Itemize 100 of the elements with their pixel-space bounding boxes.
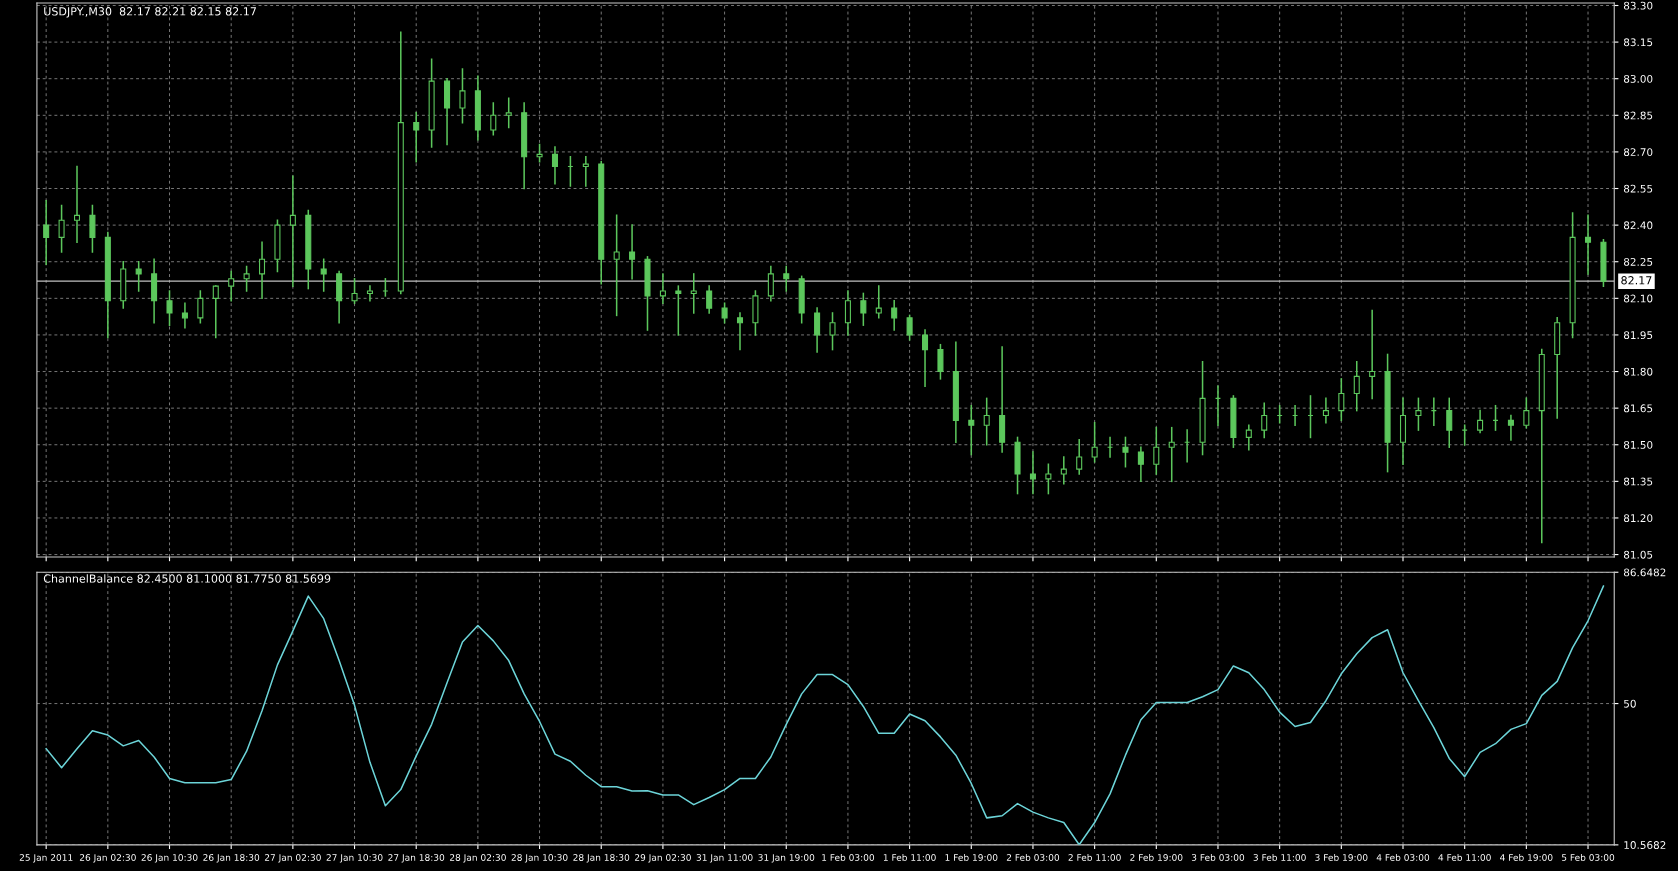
ref-line-label: 82.17 <box>1621 276 1652 285</box>
y-tick-label: 81.35 <box>1623 477 1653 486</box>
candlestick <box>860 292 867 326</box>
x-tick-label: 2 Feb 11:00 <box>1068 853 1121 861</box>
candlestick <box>968 404 975 456</box>
y-tick-label: 82.85 <box>1623 111 1653 120</box>
candlestick <box>1585 214 1592 275</box>
candlestick <box>706 285 713 314</box>
candlestick <box>320 258 327 292</box>
candlestick <box>1353 361 1360 412</box>
candlestick <box>875 285 882 319</box>
x-tick-label: 31 Jan 11:00 <box>696 854 753 863</box>
candlestick <box>73 165 81 243</box>
candlestick <box>1369 309 1376 400</box>
candlestick <box>922 329 929 387</box>
candlestick <box>197 290 204 324</box>
candlestick <box>181 302 188 329</box>
candlestick <box>89 204 96 253</box>
candlestick <box>1137 446 1144 483</box>
candlestick <box>1122 436 1129 468</box>
candlestick <box>1045 463 1052 495</box>
candlestick <box>1261 402 1268 439</box>
candlestick <box>490 102 497 136</box>
x-tick-label: 31 Jan 19:00 <box>758 854 815 863</box>
line-series <box>45 585 1605 845</box>
x-tick-label: 26 Jan 18:30 <box>203 854 260 863</box>
y-tick-label: 81.65 <box>1623 404 1653 413</box>
x-tick-label: 3 Feb 11:00 <box>1253 853 1306 861</box>
candlestick <box>937 343 944 380</box>
y-tick-label: 81.50 <box>1623 440 1653 449</box>
candlestick <box>736 312 744 351</box>
candlestick <box>783 265 790 292</box>
chart-title: USDJPY.,M30 82.17 82.21 82.15 82.17 <box>44 7 256 18</box>
candlestick <box>690 273 697 314</box>
candlestick <box>983 397 990 446</box>
x-tick-label: 26 Jan 02:30 <box>79 854 136 863</box>
candlestick <box>1076 439 1083 475</box>
candlestick <box>1507 414 1514 441</box>
x-tick-label: 4 Feb 19:00 <box>1500 853 1553 861</box>
x-tick-label: 28 Jan 10:30 <box>511 854 568 863</box>
candlestick <box>351 278 358 304</box>
y-tick-label: 82.40 <box>1623 221 1653 230</box>
candlestick <box>166 290 173 326</box>
x-tick-label: 2 Feb 03:00 <box>1006 853 1060 861</box>
y-tick-label: 86.6482 <box>1623 568 1666 577</box>
candlestick <box>1338 378 1345 422</box>
x-tick-label: 27 Jan 18:30 <box>388 854 445 863</box>
x-tick-label: 3 Feb 03:00 <box>1191 853 1245 861</box>
candlestick <box>1523 397 1530 429</box>
candlestick <box>675 285 682 336</box>
candlestick <box>289 175 296 287</box>
candlestick <box>413 112 420 163</box>
y-tick-label: 83.15 <box>1623 38 1653 47</box>
candlestick <box>582 156 589 187</box>
y-tick-label: 81.20 <box>1623 514 1653 523</box>
y-tick-label: 82.55 <box>1623 184 1653 193</box>
candlestick <box>212 285 219 339</box>
x-tick-label: 29 Jan 02:30 <box>634 854 691 863</box>
x-tick-label: 5 Feb 03:00 <box>1561 853 1615 861</box>
x-tick-label: 27 Jan 10:30 <box>326 854 383 863</box>
y-tick-label: 83.00 <box>1623 74 1653 83</box>
candlestick <box>767 265 774 302</box>
x-tick-label: 2 Feb 19:00 <box>1130 853 1183 861</box>
x-tick-label: 4 Feb 11:00 <box>1438 853 1491 861</box>
y-tick-label: 81.05 <box>1623 550 1653 559</box>
candlestick <box>243 265 250 292</box>
candlestick <box>844 290 851 336</box>
x-tick-label: 26 Jan 10:30 <box>141 854 198 863</box>
y-tick-label: 82.10 <box>1623 294 1653 303</box>
candlestick <box>135 260 142 292</box>
candlestick <box>1461 424 1468 446</box>
candlestick <box>1168 426 1175 483</box>
candlestick <box>43 199 50 265</box>
x-tick-label: 1 Feb 11:00 <box>883 853 936 861</box>
candlestick <box>1322 397 1329 424</box>
candlestick <box>629 224 636 280</box>
x-tick-label: 27 Jan 02:30 <box>264 854 321 863</box>
candlestick <box>1415 397 1422 431</box>
candlestick <box>459 68 466 124</box>
chart-title: ChannelBalance 82.4500 81.1000 81.7750 81.5699 <box>43 574 331 583</box>
x-tick-label: 1 Feb 19:00 <box>945 853 998 861</box>
candlestick <box>259 241 266 300</box>
x-tick-label: 28 Jan 02:30 <box>449 854 506 863</box>
x-tick-label: 1 Feb 03:00 <box>822 853 875 861</box>
y-tick-label: 82.70 <box>1623 148 1653 157</box>
y-tick-label: 82.25 <box>1623 257 1653 266</box>
candlestick <box>829 312 836 351</box>
candlestick <box>228 270 235 302</box>
candlestick <box>1245 424 1252 451</box>
x-tick-label: 28 Jan 18:30 <box>573 854 630 863</box>
x-tick-label: 4 Feb 03:00 <box>1376 853 1430 861</box>
candlestick <box>1446 397 1453 448</box>
candlestick <box>58 204 65 253</box>
candlestick <box>659 273 666 304</box>
candlestick <box>906 314 913 341</box>
candlestick <box>366 285 373 302</box>
candlestick <box>1477 409 1484 434</box>
candlestick <box>814 307 821 353</box>
candlestick <box>505 97 512 129</box>
candlestick <box>891 300 898 331</box>
